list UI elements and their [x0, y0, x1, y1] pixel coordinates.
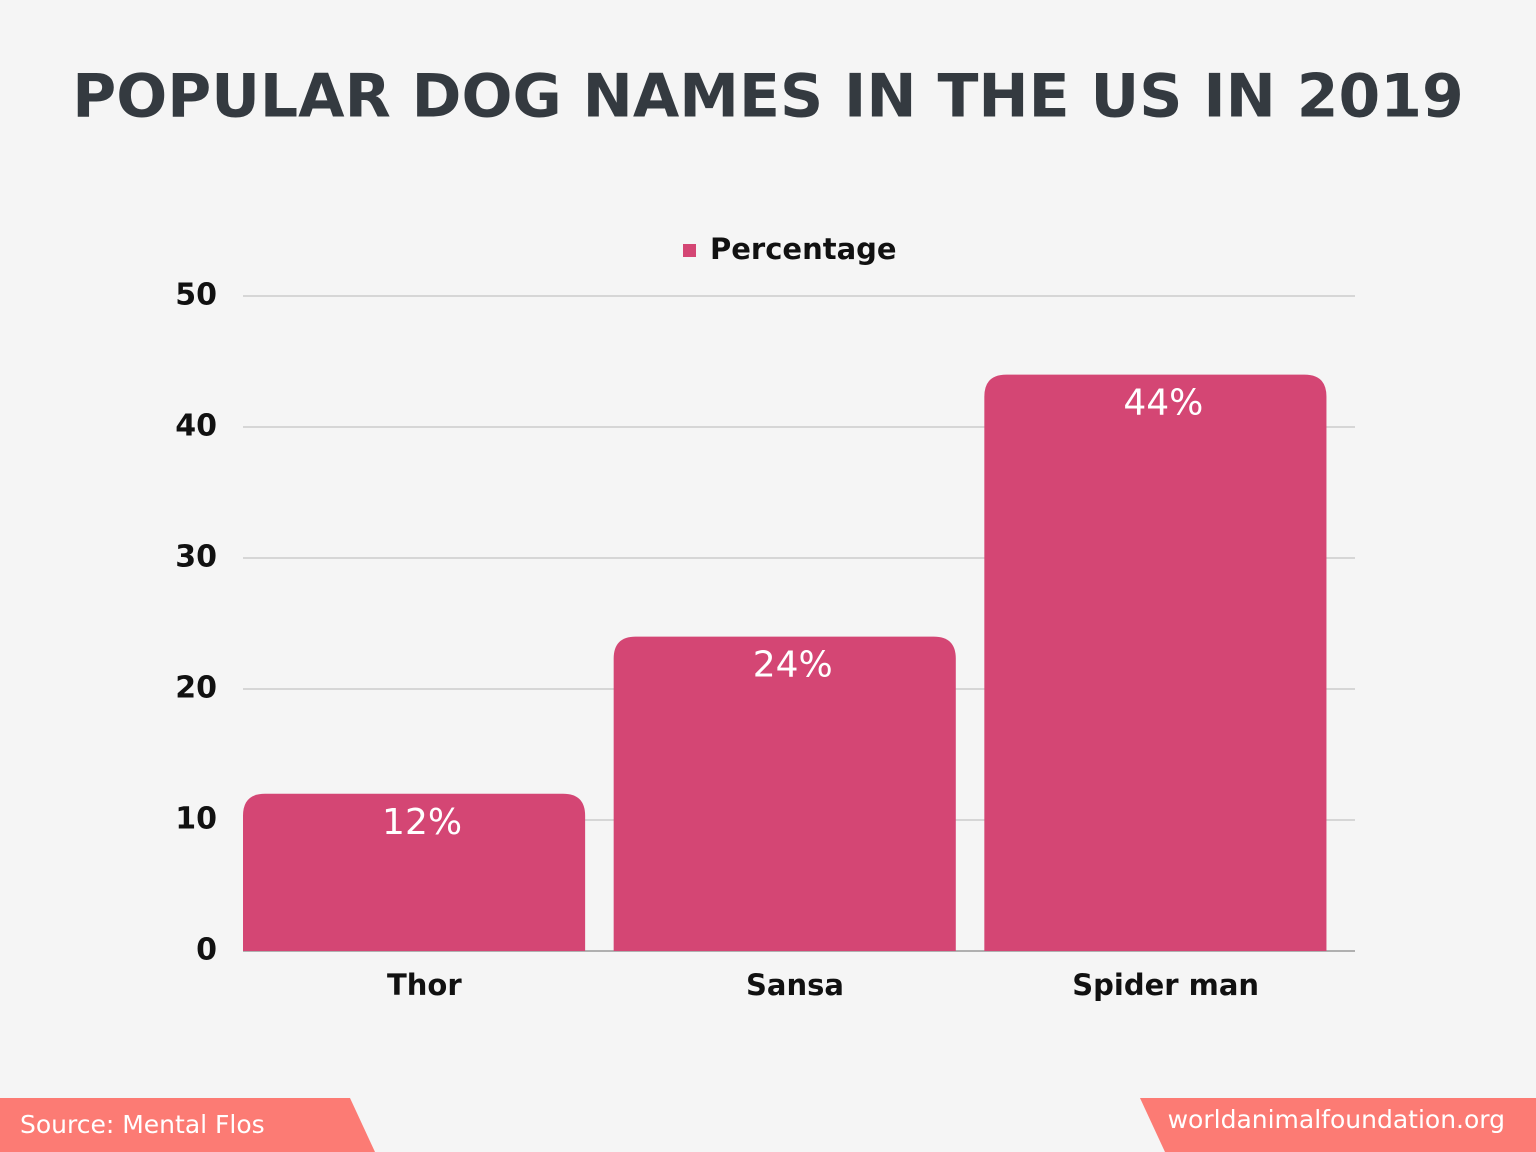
source-banner [0, 1098, 375, 1152]
chart-title: POPULAR DOG NAMES IN THE US IN 2019 [72, 62, 1464, 132]
value-label: 12% [382, 802, 462, 843]
y-tick-label: 50 [175, 278, 217, 313]
y-tick-label: 0 [196, 933, 217, 968]
x-tick-label: Thor [387, 968, 462, 1002]
legend-swatch [683, 244, 696, 257]
bar [613, 636, 956, 951]
legend-label: Percentage [710, 232, 897, 266]
source: Source: Mental Flos [20, 1110, 265, 1139]
y-tick-label: 30 [175, 540, 217, 575]
y-tick-label: 10 [175, 802, 217, 837]
value-label: 24% [753, 645, 833, 686]
y-tick-label: 20 [175, 671, 217, 706]
value-label: 44% [1123, 383, 1203, 424]
y-tick-label: 40 [175, 409, 217, 444]
website-banner [1140, 1098, 1536, 1152]
x-tick-label: Spider man [1072, 968, 1259, 1002]
website: worldanimalfoundation.org [1168, 1105, 1505, 1134]
bar [984, 374, 1327, 952]
x-tick-label: Sansa [746, 968, 844, 1002]
bar [243, 793, 586, 951]
